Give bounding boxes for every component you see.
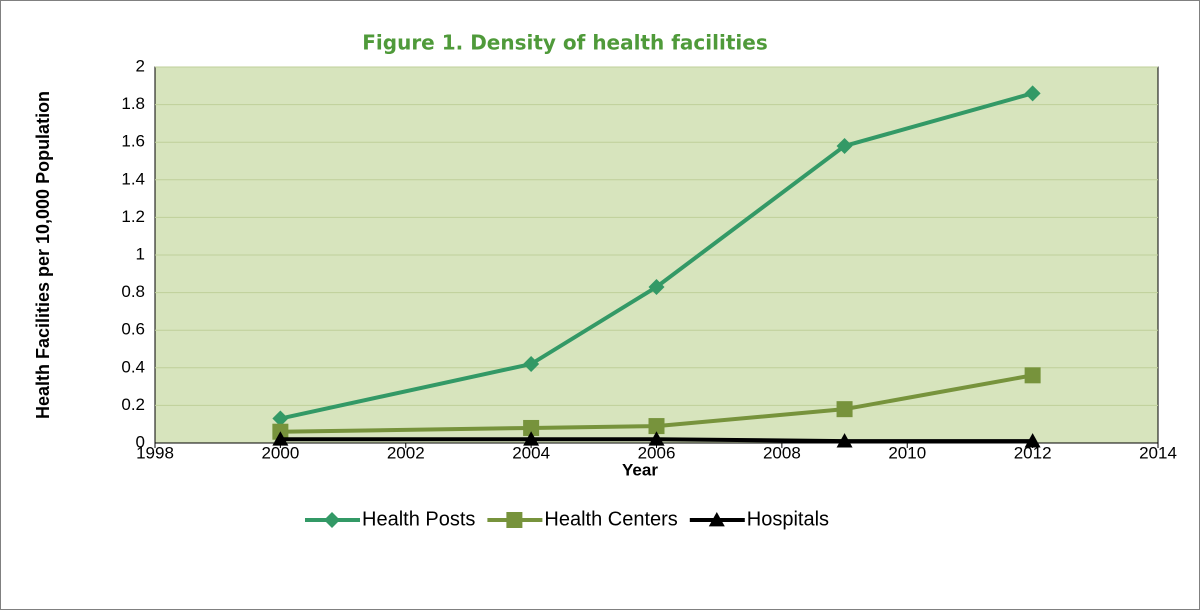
x-tick-label: 2010 xyxy=(888,443,926,462)
x-tick-label: 2014 xyxy=(1139,443,1177,462)
y-tick-label: 0 xyxy=(136,432,145,451)
marker-square xyxy=(836,401,853,418)
legend-label: Health Centers xyxy=(544,508,677,530)
x-tick-label: 1998 xyxy=(136,443,174,462)
legend-marker xyxy=(708,512,725,527)
marker-triangle xyxy=(1024,433,1041,448)
legend-marker xyxy=(324,512,340,528)
y-tick-label: 1.8 xyxy=(121,94,145,113)
marker-square xyxy=(648,418,665,435)
y-tick-label: 0.6 xyxy=(121,320,145,339)
y-tick-label: 2 xyxy=(136,56,145,75)
legend-label: Health Posts xyxy=(362,508,475,530)
y-tick-label: 0.8 xyxy=(121,282,145,301)
y-tick-label: 0.2 xyxy=(121,395,145,414)
x-tick-label: 2002 xyxy=(387,443,425,462)
marker-diamond xyxy=(648,278,665,295)
y-axis-label: Health Facilities per 10,000 Population xyxy=(33,91,53,419)
chart-title: Figure 1. Density of health facilities xyxy=(362,31,768,55)
y-tick-label: 1.2 xyxy=(121,207,145,226)
marker-square xyxy=(1024,367,1041,384)
x-tick-label: 2008 xyxy=(763,443,801,462)
y-tick-label: 1 xyxy=(136,244,145,263)
marker-diamond xyxy=(1024,85,1041,102)
marker-triangle xyxy=(648,431,665,446)
x-tick-label: 2006 xyxy=(638,443,676,462)
y-tick-label: 1.6 xyxy=(121,132,145,151)
x-axis-label: Year xyxy=(622,460,658,479)
marker-triangle xyxy=(836,433,853,448)
marker-diamond xyxy=(836,137,853,154)
legend-label: Hospitals xyxy=(747,508,829,530)
x-tick-label: 2012 xyxy=(1014,443,1052,462)
marker-diamond xyxy=(523,356,540,373)
x-tick-label: 2000 xyxy=(261,443,299,462)
y-tick-label: 1.4 xyxy=(121,169,145,188)
y-tick-label: 0.4 xyxy=(121,357,145,376)
marker-square xyxy=(523,419,540,436)
legend-marker xyxy=(506,512,523,528)
marker-triangle xyxy=(523,431,540,446)
marker-triangle xyxy=(272,431,289,446)
x-tick-label: 2004 xyxy=(512,443,550,462)
marker-diamond xyxy=(272,410,289,427)
